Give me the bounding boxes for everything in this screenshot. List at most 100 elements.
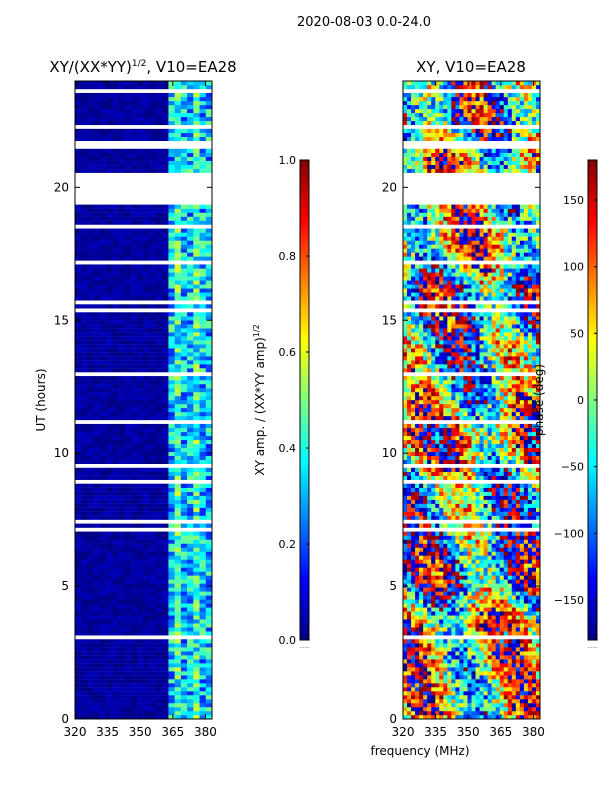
heatmap-cell xyxy=(427,543,432,548)
heatmap-cell xyxy=(467,699,472,704)
heatmap-cell xyxy=(193,683,200,688)
heatmap-cell xyxy=(155,687,163,692)
heatmap-cell xyxy=(443,591,448,596)
heatmap-cell xyxy=(487,627,492,632)
heatmap-cell xyxy=(149,579,157,584)
heatmap-cell xyxy=(447,655,452,660)
heatmap-cell xyxy=(415,507,420,512)
heatmap-cell xyxy=(143,643,151,648)
heatmap-cell xyxy=(168,511,175,516)
heatmap-cell xyxy=(118,320,126,325)
heatmap-cell xyxy=(75,647,82,652)
heatmap-cell xyxy=(112,503,119,508)
heatmap-cell xyxy=(199,316,207,321)
heatmap-cell xyxy=(187,81,194,86)
heatmap-cell xyxy=(81,164,88,169)
heatmap-cell xyxy=(75,615,82,620)
heatmap-cell xyxy=(124,499,132,504)
heatmap-cell xyxy=(137,547,144,552)
heatmap-cell xyxy=(407,707,412,712)
heatmap-cell xyxy=(174,220,182,225)
heatmap-cell xyxy=(531,539,537,544)
heatmap-cell xyxy=(439,619,444,624)
heatmap-cell xyxy=(87,312,94,317)
heatmap-cell xyxy=(495,703,501,708)
heatmap-cell xyxy=(118,559,126,564)
heatmap-cell xyxy=(124,216,132,221)
heatmap-cell xyxy=(187,683,194,688)
heatmap-cell xyxy=(155,607,163,612)
heatmap-cell xyxy=(131,380,138,385)
heatmap-cell xyxy=(205,407,213,413)
heatmap-cell xyxy=(81,651,88,656)
heatmap-cell xyxy=(535,695,541,700)
heatmap-cell xyxy=(499,579,505,584)
heatmap-cell xyxy=(118,348,126,353)
heatmap-cell xyxy=(535,699,541,704)
heatmap-cell xyxy=(75,232,82,237)
heatmap-cell xyxy=(180,523,188,528)
heatmap-cell xyxy=(143,695,151,700)
heatmap-cell xyxy=(187,491,194,496)
heatmap-cell xyxy=(81,535,88,540)
heatmap-cell xyxy=(419,503,424,508)
heatmap-cell xyxy=(467,579,472,584)
heatmap-cell xyxy=(519,623,525,628)
heatmap-cell xyxy=(479,603,484,608)
heatmap-cell xyxy=(407,483,412,488)
heatmap-cell xyxy=(527,695,533,700)
heatmap-cell xyxy=(162,236,169,241)
heatmap-cell xyxy=(531,535,537,540)
heatmap-cell xyxy=(475,659,480,664)
heatmap-cell xyxy=(124,244,132,249)
heatmap-cell xyxy=(174,451,182,457)
heatmap-cell xyxy=(199,112,207,118)
heatmap-cell xyxy=(149,360,157,365)
heatmap-cell xyxy=(199,447,207,453)
heatmap-cell xyxy=(495,579,501,584)
heatmap-cell xyxy=(193,272,200,277)
heatmap-cell xyxy=(443,475,448,480)
heatmap-cell xyxy=(168,284,175,289)
heatmap-cell xyxy=(174,164,182,169)
heatmap-cell xyxy=(479,491,484,496)
heatmap-cell xyxy=(427,679,432,684)
heatmap-cell xyxy=(459,679,464,684)
heatmap-cell xyxy=(475,475,480,480)
heatmap-cell xyxy=(93,631,101,636)
heatmap-cell xyxy=(118,555,126,560)
heatmap-cell xyxy=(81,659,88,664)
heatmap-cell xyxy=(199,711,207,716)
heatmap-cell xyxy=(423,627,428,632)
heatmap-cell xyxy=(149,543,157,548)
heatmap-cell xyxy=(118,292,126,297)
heatmap-cell xyxy=(143,136,151,142)
heatmap-cell xyxy=(511,671,517,676)
heatmap-cell xyxy=(149,431,157,437)
heatmap-cell xyxy=(205,104,213,110)
heatmap-cell xyxy=(193,328,200,333)
heatmap-cell xyxy=(87,328,94,333)
heatmap-cell xyxy=(118,663,126,668)
heatmap-cell xyxy=(180,380,188,385)
heatmap-cell xyxy=(143,447,151,453)
heatmap-cell xyxy=(112,431,119,437)
heatmap-cell xyxy=(419,511,424,516)
heatmap-cell xyxy=(131,240,138,245)
heatmap-cell xyxy=(515,707,521,712)
heatmap-cell xyxy=(75,84,82,90)
heatmap-cell xyxy=(407,511,412,516)
heatmap-cell xyxy=(443,555,448,560)
heatmap-cell xyxy=(180,415,188,421)
heatmap-cell xyxy=(205,427,213,433)
heatmap-cell xyxy=(137,543,144,548)
heatmap-cell xyxy=(137,435,144,441)
heatmap-cell xyxy=(75,619,82,624)
heatmap-cell xyxy=(459,595,464,600)
heatmap-cell xyxy=(205,563,213,568)
heatmap-cell xyxy=(467,703,472,708)
heatmap-cell xyxy=(443,587,448,592)
heatmap-cell xyxy=(155,411,163,417)
heatmap-cell xyxy=(75,583,82,588)
heatmap-cell xyxy=(199,667,207,672)
